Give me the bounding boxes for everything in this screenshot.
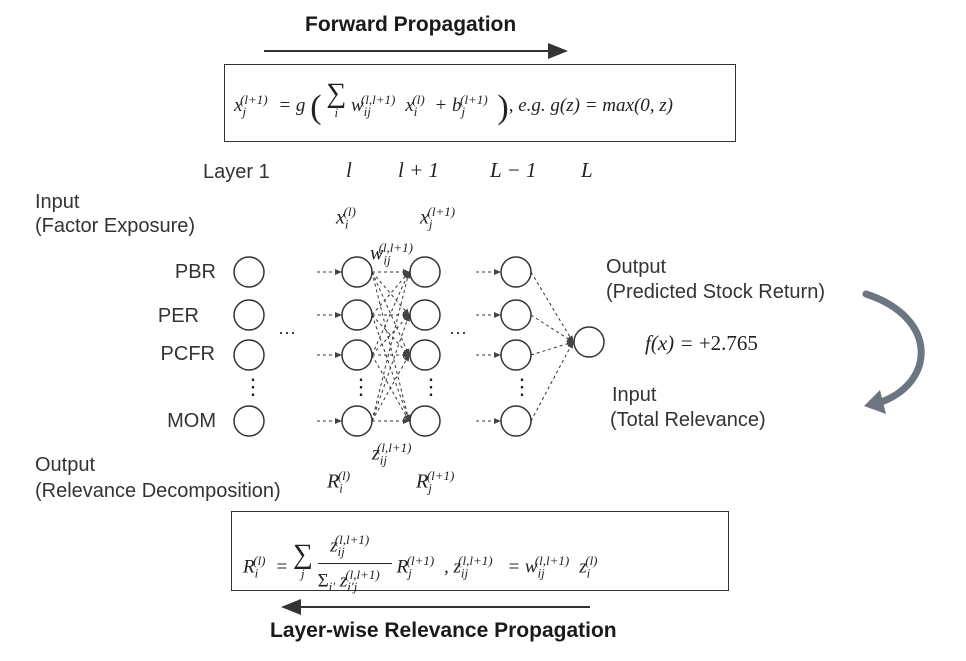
r-j-label: Rj(l+1) xyxy=(416,468,455,496)
x-i-l-label: xi(l) xyxy=(336,204,356,232)
r-i-label: Ri(l) xyxy=(327,468,351,496)
layer-L-minus-1-node-0 xyxy=(500,256,532,288)
edge-l-to-l1-3-0 xyxy=(371,271,411,422)
lrp-title: Layer-wise Relevance Propagation xyxy=(270,619,617,642)
layer-l-node-1 xyxy=(341,299,373,331)
layer-1-label: Layer 1 xyxy=(203,161,270,183)
ellipsis-left: ··· xyxy=(278,322,296,342)
ellipsis-middle: ··· xyxy=(449,322,467,342)
weight-label: wij(l,l+1) xyxy=(370,240,413,268)
layer-l-plus-1-node-1 xyxy=(409,299,441,331)
feature-label-per: PER xyxy=(157,305,199,327)
output-node xyxy=(573,326,605,358)
layer-l-node-0 xyxy=(341,256,373,288)
layer-l-plus-1-label: l + 1 xyxy=(398,158,440,182)
prediction-value: f(x) = +2.765 xyxy=(645,331,758,355)
layer-l-node-3 xyxy=(341,405,373,437)
feature-label-pbr: PBR xyxy=(174,261,216,283)
edge-to-output-0 xyxy=(530,271,574,343)
ellipsis-vertical-L-minus-1: ⋮ xyxy=(511,374,533,399)
forward-propagation-title: Forward Propagation xyxy=(305,13,517,36)
layer-L-label: L xyxy=(581,158,593,182)
edge-l-to-l1-3-1 xyxy=(371,314,410,422)
z-label: zij(l,l+1) xyxy=(372,440,412,468)
layer-l-plus-1-node-0 xyxy=(409,256,441,288)
input-label: Input xyxy=(35,191,80,213)
layer-L-minus-1-node-3 xyxy=(500,405,532,437)
bottom-output-label: Output xyxy=(35,454,96,476)
layer-l-node-2 xyxy=(341,339,373,371)
ellipsis-vertical-l-plus-1: ⋮ xyxy=(420,374,442,399)
relevance-decomposition-label: (Relevance Decomposition) xyxy=(35,480,281,502)
edge-l-to-l1-0-3 xyxy=(371,271,411,422)
predicted-stock-return-label: (Predicted Stock Return) xyxy=(606,281,825,303)
layer-L-minus-1-node-2 xyxy=(500,339,532,371)
input-node-1 xyxy=(233,299,265,331)
output-label: Output xyxy=(606,256,667,278)
feature-label-mom: MOM xyxy=(167,410,216,432)
ellipsis-vertical-l: ⋮ xyxy=(350,374,372,399)
edge-to-output-1 xyxy=(530,314,574,343)
input-node-3 xyxy=(233,405,265,437)
edge-l-to-l1-3-2 xyxy=(371,354,410,422)
forward-formula: xj(l+1) = g ( ∑ i wij(l,l+1) xi(l) + bj(l… xyxy=(234,78,673,127)
forward-formula-box xyxy=(224,64,736,142)
curved-arrow xyxy=(862,290,925,407)
layer-l-plus-1-node-3 xyxy=(409,405,441,437)
ellipsis-vertical-input: ⋮ xyxy=(242,374,264,399)
curved-arrow-head xyxy=(864,390,886,414)
edge-to-output-2 xyxy=(530,340,574,356)
input-node-2 xyxy=(233,339,265,371)
right-input-label: Input xyxy=(612,384,657,406)
layer-l-plus-1-node-2 xyxy=(409,339,441,371)
feature-label-pcfr: PCFR xyxy=(160,343,215,365)
lrp-formula: Ri(l) = ∑ j zij(l,l+1) Σi′ zi′j(l,l+1) R… xyxy=(243,529,603,598)
lrp-formula-box xyxy=(231,511,729,591)
layer-l-label: l xyxy=(346,158,352,182)
total-relevance-label: (Total Relevance) xyxy=(610,409,766,431)
x-j-l-plus-1-label: xj(l+1) xyxy=(420,204,456,232)
factor-exposure-label: (Factor Exposure) xyxy=(35,215,196,237)
input-node-0 xyxy=(233,256,265,288)
edge-to-output-3 xyxy=(530,341,574,422)
layer-L-minus-1-label: L − 1 xyxy=(490,158,537,182)
layer-L-minus-1-node-1 xyxy=(500,299,532,331)
